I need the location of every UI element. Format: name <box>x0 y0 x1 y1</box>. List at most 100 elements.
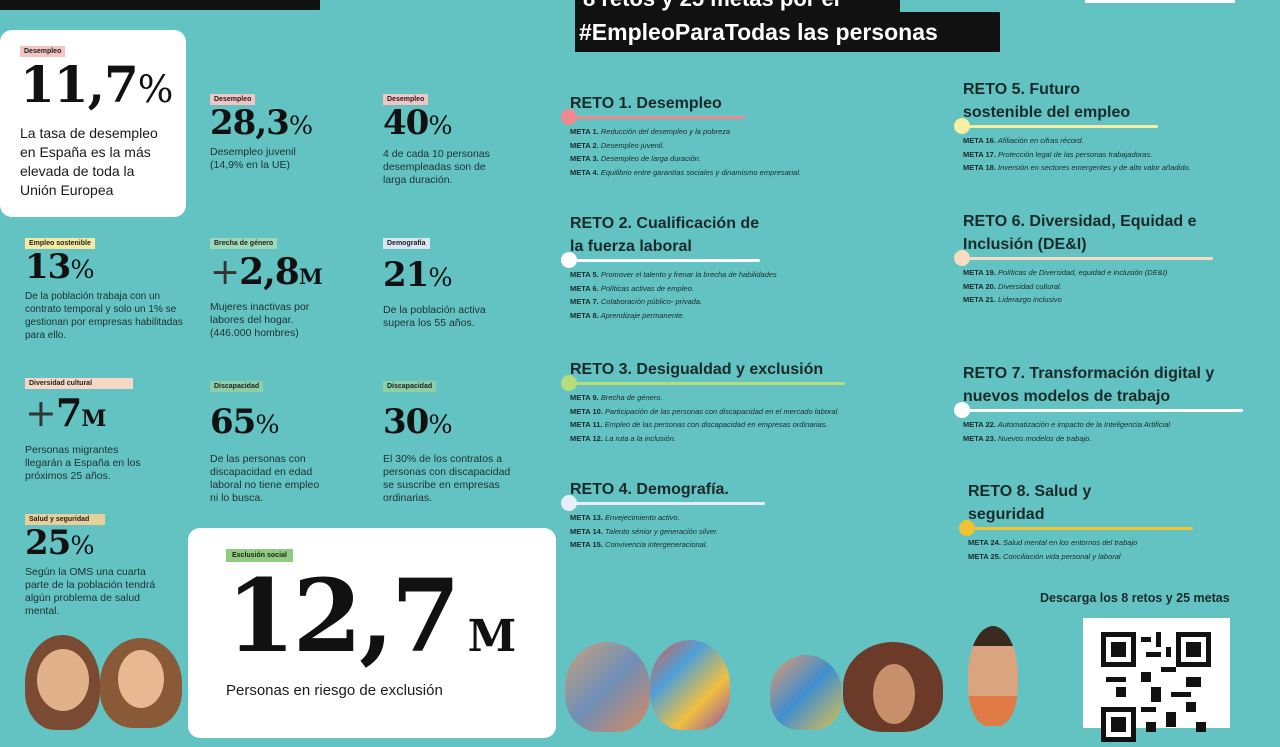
reto-title: RETO 8. Salud y seguridad <box>968 483 1092 523</box>
stat-value: +2,8M <box>210 251 323 293</box>
meta-text: Aprendizaje permanente. <box>600 310 685 320</box>
meta-number: META 17. <box>963 149 996 159</box>
meta-number: META 4. <box>570 167 599 177</box>
reto-dot-icon <box>561 109 577 125</box>
meta-text: La ruta a la inclusión. <box>605 433 676 443</box>
meta-list: META 22. Automatización e impacto de la … <box>963 418 1280 445</box>
meta-list: META 1. Reducción del desempleo y la pob… <box>570 125 900 179</box>
meta-text: Diversidad cultural. <box>998 281 1062 291</box>
meta-text: Conciliación vida personal y laboral <box>1003 551 1121 561</box>
meta-number: META 2. <box>570 140 599 150</box>
meta-item: META 1. Reducción del desempleo y la pob… <box>570 125 900 139</box>
stat-tag: Demografía <box>383 238 430 249</box>
person-photo <box>25 635 100 730</box>
stat-long-term: Desempleo 40% 4 de cada 10 personas dese… <box>383 88 533 187</box>
reto-underline <box>561 252 760 268</box>
stat-health: Salud y seguridad 25% Según la OMS una c… <box>25 508 175 618</box>
stat-desc: Desempleo juvenil (14,9% en la UE) <box>210 146 296 171</box>
top-right-bar <box>1085 0 1235 3</box>
meta-text: Inversión en sectores emergentes y de al… <box>998 163 1191 172</box>
reto-title: RETO 6. Diversidad, Equidad e Inclusión … <box>963 213 1197 253</box>
meta-text: Participación de las personas con discap… <box>605 406 840 416</box>
meta-item: META 3. Desempleo de larga duración. <box>570 152 900 166</box>
reto-underline <box>954 402 1243 418</box>
meta-text: Empleo de las personas con discapacidad … <box>604 420 828 429</box>
meta-item: META 8. Aprendizaje permanente. <box>570 309 900 323</box>
meta-number: META 23. <box>963 433 996 443</box>
meta-text: Afiliación en cifras récord. <box>997 136 1084 145</box>
reto-5: RETO 5. Futuro sostenible del empleo META… <box>954 78 1280 175</box>
meta-item: META 15. Convivencia intergeneracional. <box>570 538 900 552</box>
reto-4: RETO 4. Demografía. META 13. Envejecimien… <box>561 478 900 552</box>
reto-title: RETO 1. Desempleo <box>570 95 722 112</box>
stat-disability-30: Discapacidad 30% El 30% de los contratos… <box>383 375 533 505</box>
reto-dot-icon <box>561 252 577 268</box>
meta-text: Nuevos modelos de trabajo. <box>998 433 1092 443</box>
qr-code-icon[interactable] <box>1083 618 1230 742</box>
stat-disability-65: Discapacidad 65% De las personas con dis… <box>210 375 360 505</box>
reto-3: RETO 3. Desigualdad y exclusión META 9. B… <box>561 358 900 446</box>
stat-tag: Discapacidad <box>383 381 437 392</box>
meta-text: Automatización e impacto de la Inteligen… <box>997 420 1171 429</box>
meta-number: META 5. <box>570 270 599 279</box>
reto-title: RETO 7. Transformación digital y nuevos … <box>963 365 1215 405</box>
meta-number: META 9. <box>570 393 599 402</box>
stat-value: 11,7% <box>20 55 173 114</box>
meta-list: META 24. Salud mental en los entornos de… <box>968 536 1280 563</box>
reto-underline <box>561 495 765 511</box>
meta-list: META 16. Afiliación en cifras récord. MET… <box>963 134 1280 175</box>
meta-text: Políticas activas de empleo. <box>600 283 694 293</box>
meta-number: META 18. <box>963 163 996 172</box>
meta-item: META 5. Promover el talento y frenar la … <box>570 268 900 282</box>
meta-text: Liderazgo inclusivo <box>998 295 1062 304</box>
meta-text: Envejecimiento activo. <box>605 513 680 522</box>
meta-item: META 17. Protección legal de las persona… <box>963 148 1280 162</box>
meta-item: META 25. Conciliación vida personal y la… <box>968 550 1280 564</box>
meta-text: Brecha de género. <box>600 393 663 402</box>
stat-desc: 4 de cada 10 personas desempleadas son d… <box>383 148 490 186</box>
stat-desc: La tasa de desempleo en España es la más… <box>20 125 158 198</box>
stat-desc: Personas migrantes llegarán a España en … <box>25 444 141 482</box>
reto-dot-icon <box>561 495 577 511</box>
stat-tag: Exclusión social <box>226 549 293 562</box>
meta-item: META 23. Nuevos modelos de trabajo. <box>963 432 1280 446</box>
person-photo <box>770 655 842 730</box>
stat-tag: Brecha de género <box>210 238 278 249</box>
meta-item: META 2. Desempleo juvenil. <box>570 139 900 153</box>
reto-dot-icon <box>954 118 970 134</box>
meta-list: META 5. Promover el talento y frenar la … <box>570 268 900 322</box>
meta-item: META 12. La ruta a la inclusión. <box>570 432 900 446</box>
reto-dot-icon <box>954 402 970 418</box>
stat-tag: Discapacidad <box>210 381 264 392</box>
stat-value: 28,3% <box>210 103 313 143</box>
meta-list: META 19. Políticas de Diversidad, equida… <box>963 266 1280 307</box>
meta-number: META 15. <box>570 540 603 549</box>
meta-number: META 14. <box>570 526 603 536</box>
stat-gender-gap: Brecha de género +2,8M Mujeres inactivas… <box>210 232 360 340</box>
stat-value: 13% <box>25 247 95 287</box>
meta-number: META 22. <box>963 420 996 429</box>
stat-desc: De la población activa supera los 55 año… <box>383 304 486 329</box>
stat-value: 65% <box>210 402 280 442</box>
meta-text: Desempleo de larga duración. <box>600 154 701 163</box>
stat-value: 12,7 M <box>226 557 516 675</box>
meta-text: Protección legal de las personas trabaja… <box>998 149 1153 159</box>
reto-8: RETO 8. Salud y seguridad META 24. Salud … <box>959 480 1280 563</box>
reto-7: RETO 7. Transformación digital y nuevos … <box>954 362 1280 445</box>
reto-title: RETO 5. Futuro sostenible del empleo <box>963 81 1131 121</box>
meta-number: META 25. <box>968 551 1001 561</box>
meta-list: META 13. Envejecimiento activo. META 14. … <box>570 511 900 552</box>
meta-number: META 19. <box>963 268 996 277</box>
download-label: Descarga los 8 retos y 25 metas <box>1040 591 1230 605</box>
meta-item: META 24. Salud mental en los entornos de… <box>968 536 1280 550</box>
person-photo <box>100 638 182 728</box>
stat-desc: De la población trabaja con un contrato … <box>25 291 183 341</box>
meta-number: META 21. <box>963 295 996 304</box>
person-photo <box>843 642 943 732</box>
reto-underline <box>954 118 1158 134</box>
stat-desc: El 30% de los contratos a personas con d… <box>383 453 511 504</box>
meta-item: META 7. Colaboración público- privada. <box>570 295 900 309</box>
meta-number: META 13. <box>570 513 603 522</box>
meta-number: META 6. <box>570 283 599 293</box>
meta-text: Colaboración público- privada. <box>600 297 703 306</box>
